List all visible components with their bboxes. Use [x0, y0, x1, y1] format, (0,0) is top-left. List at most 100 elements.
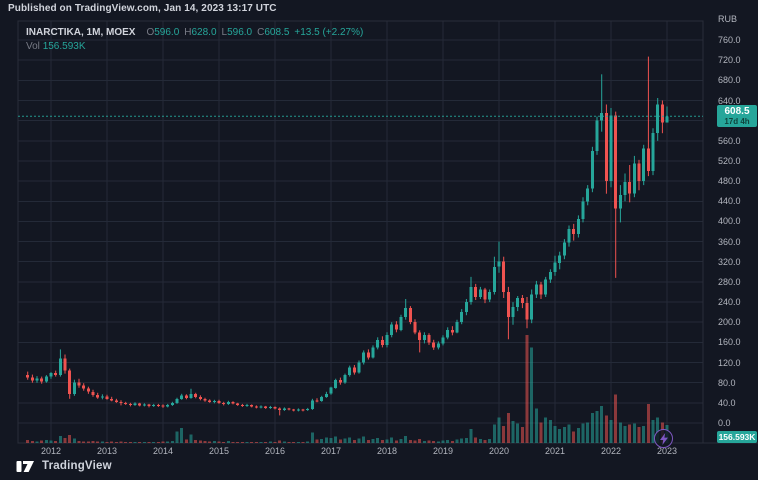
volume-bar [91, 441, 95, 443]
candle [128, 403, 132, 405]
candle [287, 408, 291, 410]
volume-bar [194, 440, 198, 443]
candle [418, 332, 422, 340]
candle [250, 404, 254, 407]
price-tick-label: 120.0 [718, 357, 741, 368]
candle [30, 377, 34, 381]
volume-value: 156.593K [42, 41, 86, 52]
volume-bar [152, 442, 156, 443]
volume-bar [133, 442, 137, 443]
volume-bar [273, 441, 277, 444]
volume-bar [348, 437, 352, 444]
candle [175, 398, 179, 403]
volume-bar [525, 334, 529, 443]
volume-bar [161, 441, 165, 443]
volume-bar [646, 403, 650, 443]
candle [366, 352, 370, 358]
volume-bar [534, 408, 538, 443]
volume-bar [376, 438, 380, 443]
time-axis[interactable]: 2012 2013 2014 2015 2016 2017 2018 2019 2020 2021… [0, 446, 758, 458]
volume-bar [175, 431, 179, 443]
candle [455, 322, 459, 333]
candle [628, 182, 632, 194]
candle [245, 404, 249, 406]
candle [553, 262, 557, 272]
candle [586, 188, 590, 202]
candle [86, 388, 90, 392]
volume-bar [217, 441, 221, 443]
price-tick-label: 40.0 [718, 397, 736, 408]
volume-bar [142, 442, 146, 443]
candle [26, 375, 30, 378]
candle [371, 347, 375, 358]
close-value: 608.5 [264, 27, 290, 38]
candle [264, 406, 268, 408]
candle [138, 403, 142, 406]
volume-bar [506, 413, 510, 443]
high-label: H [184, 27, 192, 38]
volume-bar [586, 422, 590, 443]
boost-button[interactable] [654, 429, 673, 448]
volume-bar [40, 440, 44, 443]
last-price-value: 608.5 [724, 106, 750, 118]
candle [54, 373, 58, 376]
volume-bar [623, 425, 627, 444]
candle [315, 400, 319, 402]
price-tick-label: 520.0 [718, 155, 741, 166]
volume-bar [544, 417, 548, 443]
candle [147, 404, 151, 406]
candle [320, 396, 324, 401]
price-tick-label: 360.0 [718, 236, 741, 247]
candle [404, 308, 408, 318]
candle [296, 409, 300, 411]
candle [217, 400, 221, 403]
candle [614, 115, 618, 209]
price-tick-label: 320.0 [718, 256, 741, 267]
volume-bar [390, 437, 394, 443]
volume-bar [600, 406, 604, 443]
volume-bar [436, 441, 440, 443]
candle [156, 404, 160, 406]
candle [609, 115, 613, 182]
price-tick-label: 240.0 [718, 297, 741, 308]
candle [534, 284, 538, 295]
volume-bar [520, 426, 524, 443]
high-value: 628.0 [191, 27, 217, 38]
volume-bar [240, 441, 244, 444]
candle [483, 289, 487, 300]
candle [600, 113, 604, 121]
volume-bar [460, 438, 464, 443]
volume-bar [511, 421, 515, 443]
price-axis[interactable]: RUB 760.0720.0680.0640.0600.0560.0520.04… [703, 0, 758, 480]
volume-bar [628, 424, 632, 443]
price-tick-label: 280.0 [718, 276, 741, 287]
year-tick-label: 2018 [376, 446, 398, 456]
candle [96, 394, 100, 398]
candle [408, 308, 412, 323]
volume-bar [49, 440, 53, 443]
candle [166, 404, 170, 407]
candle [334, 380, 338, 388]
volume-bar [315, 439, 319, 444]
candle [357, 362, 361, 373]
tradingview-link[interactable]: TradingView [16, 459, 112, 473]
close-label: C [257, 27, 265, 38]
volume-bar [63, 437, 67, 443]
volume-bar [100, 441, 104, 443]
candle [520, 298, 524, 303]
volume-bar [474, 437, 478, 443]
candle [68, 370, 72, 394]
candle [180, 395, 184, 399]
volume-bar [464, 437, 468, 443]
volume-bar [539, 422, 543, 443]
candle [329, 387, 333, 394]
candle [436, 343, 440, 348]
candle [348, 367, 352, 376]
volume-legend: Vol 156.593K [26, 40, 363, 53]
volume-bar [338, 439, 342, 444]
candle [110, 398, 114, 401]
volume-bar [432, 441, 436, 443]
volume-bar [77, 440, 81, 443]
